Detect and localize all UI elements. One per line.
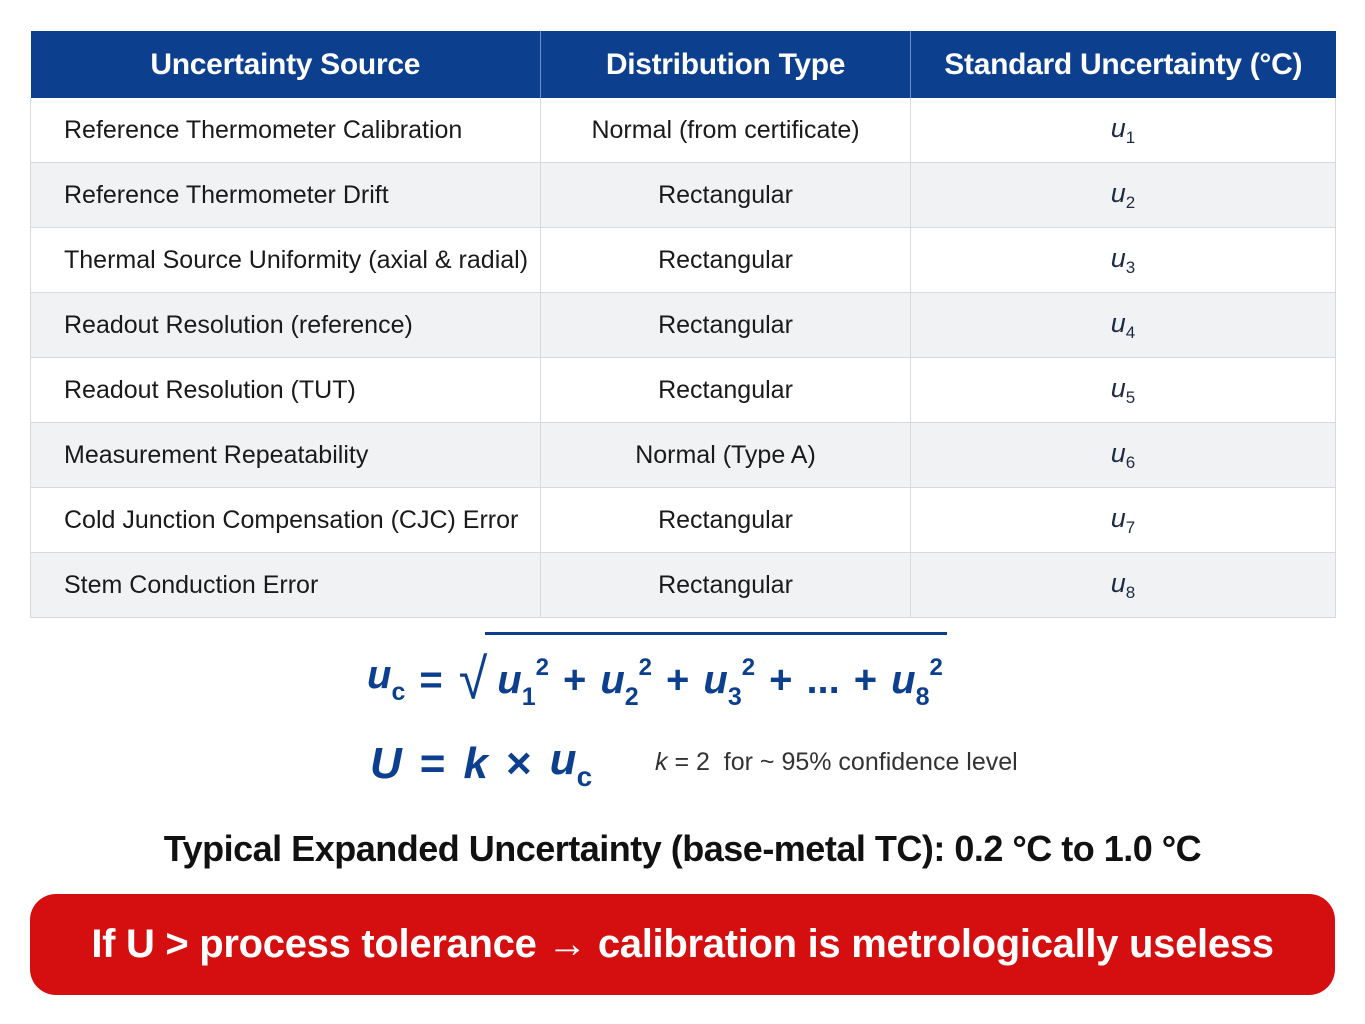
cell-uncertainty-source: Stem Conduction Error	[30, 552, 541, 618]
formula-plus: +	[562, 658, 587, 702]
formula-lhs-subscript: c	[391, 678, 406, 706]
uncertainty-index: 7	[1125, 517, 1136, 537]
formula-U-equals: =	[419, 739, 446, 788]
expanded-uncertainty-formula: U = k × uc	[370, 732, 592, 796]
confidence-level-note: k = 2 for ~ 95% confidence level	[655, 748, 1018, 777]
formula-lhs: uc	[367, 653, 405, 707]
term-base: u	[891, 658, 916, 702]
formula-k-symbol: k	[463, 739, 488, 788]
cell-uncertainty-source: Measurement Repeatability	[30, 422, 541, 488]
term-base: u	[600, 658, 625, 702]
cell-distribution-type: Rectangular	[540, 162, 911, 228]
formula-plus: +	[769, 658, 793, 702]
cell-distribution-type: Rectangular	[540, 357, 911, 423]
cell-standard-uncertainty: u6	[910, 422, 1336, 488]
uncertainty-budget-table: Uncertainty Source Distribution Type Sta…	[30, 31, 1336, 618]
cell-distribution-type: Normal (Type A)	[540, 422, 911, 488]
cell-distribution-type: Rectangular	[540, 552, 911, 618]
formula-U-symbol: U	[370, 739, 402, 788]
cell-standard-uncertainty: u4	[910, 292, 1336, 358]
header-distribution-type: Distribution Type	[540, 31, 911, 98]
uncertainty-index: 1	[1125, 127, 1136, 147]
formula-term: u82	[891, 654, 943, 711]
cell-uncertainty-source: Readout Resolution (reference)	[30, 292, 541, 358]
term-subscript: 1	[521, 683, 536, 711]
cell-uncertainty-source: Cold Junction Compensation (CJC) Error	[30, 487, 541, 553]
cell-standard-uncertainty: u7	[910, 487, 1336, 553]
table-row: Thermal Source Uniformity (axial & radia…	[30, 227, 1336, 293]
uncertainty-symbol: u	[1110, 242, 1126, 273]
cell-standard-uncertainty: u2	[910, 162, 1336, 228]
cell-distribution-type: Rectangular	[540, 227, 911, 293]
cell-uncertainty-source: Reference Thermometer Drift	[30, 162, 541, 228]
formula-uc-symbol: u	[549, 735, 577, 784]
formula-uc-term: uc	[550, 735, 592, 793]
uncertainty-index: 6	[1125, 452, 1136, 472]
warning-banner: If U > process tolerance → calibration i…	[30, 894, 1335, 995]
uncertainty-symbol: u	[1110, 112, 1126, 143]
uncertainty-symbol: u	[1110, 307, 1126, 338]
formula-uc-subscript: c	[576, 761, 593, 792]
formula-plus: +	[666, 658, 690, 702]
cell-uncertainty-source: Reference Thermometer Calibration	[30, 98, 541, 163]
uncertainty-symbol: u	[1110, 372, 1126, 403]
uncertainty-index: 8	[1125, 582, 1136, 602]
formula-lhs-symbol: u	[367, 653, 392, 697]
cell-uncertainty-source: Thermal Source Uniformity (axial & radia…	[30, 227, 541, 293]
term-subscript: 2	[624, 683, 639, 711]
square-root-icon: √	[458, 648, 488, 712]
term-base: u	[497, 658, 522, 702]
formula-term: u32	[703, 654, 755, 711]
uncertainty-symbol: u	[1110, 567, 1126, 598]
cell-distribution-type: Rectangular	[540, 292, 911, 358]
cell-standard-uncertainty: u1	[910, 98, 1336, 163]
uncertainty-symbol: u	[1110, 502, 1126, 533]
table-row: Cold Junction Compensation (CJC) Error Re…	[30, 487, 1336, 553]
table-body: Reference Thermometer Calibration Normal …	[30, 98, 1336, 618]
term-subscript: 8	[915, 683, 930, 711]
table-row: Reference Thermometer Drift Rectangular u2	[30, 162, 1336, 228]
cell-standard-uncertainty: u5	[910, 357, 1336, 423]
cell-uncertainty-source: Readout Resolution (TUT)	[30, 357, 541, 423]
table-row: Readout Resolution (reference) Rectangula…	[30, 292, 1336, 358]
header-standard-uncertainty: Standard Uncertainty (°C)	[910, 31, 1336, 98]
term-base: u	[703, 658, 728, 702]
uncertainty-index: 5	[1125, 387, 1136, 407]
formula-plus: +	[853, 658, 878, 702]
table-row: Reference Thermometer Calibration Normal …	[30, 98, 1336, 163]
term-exponent: 2	[638, 654, 653, 681]
combined-uncertainty-formula: uc = √ u12 + u22 + u32 +... + u82	[367, 632, 947, 720]
formula-term: u22	[600, 654, 652, 711]
term-subscript: 3	[727, 683, 742, 711]
table-row: Measurement Repeatability Normal (Type A)…	[30, 422, 1336, 488]
formula-equals: =	[419, 657, 443, 702]
typical-expanded-uncertainty: Typical Expanded Uncertainty (base-metal…	[163, 828, 1202, 869]
uncertainty-index: 2	[1125, 192, 1136, 212]
formula-radicand: u12 + u22 + u32 +... + u82	[485, 632, 947, 728]
confidence-note-text: = 2 for ~ 95% confidence level	[667, 748, 1018, 776]
cell-distribution-type: Normal (from certificate)	[540, 98, 911, 163]
table-row: Stem Conduction Error Rectangular u8	[30, 552, 1336, 618]
term-exponent: 2	[535, 654, 549, 681]
formula-term: u12	[497, 654, 549, 711]
table-row: Readout Resolution (TUT) Rectangular u5	[30, 357, 1336, 423]
header-uncertainty-source: Uncertainty Source	[30, 31, 541, 98]
uncertainty-symbol: u	[1110, 177, 1126, 208]
table-header-row: Uncertainty Source Distribution Type Sta…	[30, 31, 1336, 98]
cell-distribution-type: Rectangular	[540, 487, 911, 553]
uncertainty-symbol: u	[1110, 437, 1126, 468]
formula-ellipsis: ...	[806, 658, 840, 702]
term-exponent: 2	[929, 654, 943, 681]
term-exponent: 2	[741, 654, 756, 681]
formula-times: ×	[505, 739, 532, 788]
uncertainty-index: 4	[1125, 322, 1136, 342]
cell-standard-uncertainty: u3	[910, 227, 1336, 293]
cell-standard-uncertainty: u8	[910, 552, 1336, 618]
confidence-k-symbol: k	[655, 748, 668, 776]
uncertainty-index: 3	[1125, 257, 1136, 277]
